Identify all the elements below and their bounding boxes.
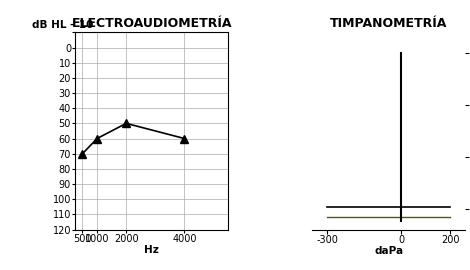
X-axis label: Hz: Hz	[144, 245, 159, 255]
X-axis label: daPa: daPa	[374, 247, 403, 256]
Title: ELECTROAUDIOMETRÍA: ELECTROAUDIOMETRÍA	[71, 17, 232, 30]
Text: dB HL – 10: dB HL – 10	[32, 21, 94, 31]
Title: TIMPANOMETRÍA: TIMPANOMETRÍA	[330, 17, 447, 30]
